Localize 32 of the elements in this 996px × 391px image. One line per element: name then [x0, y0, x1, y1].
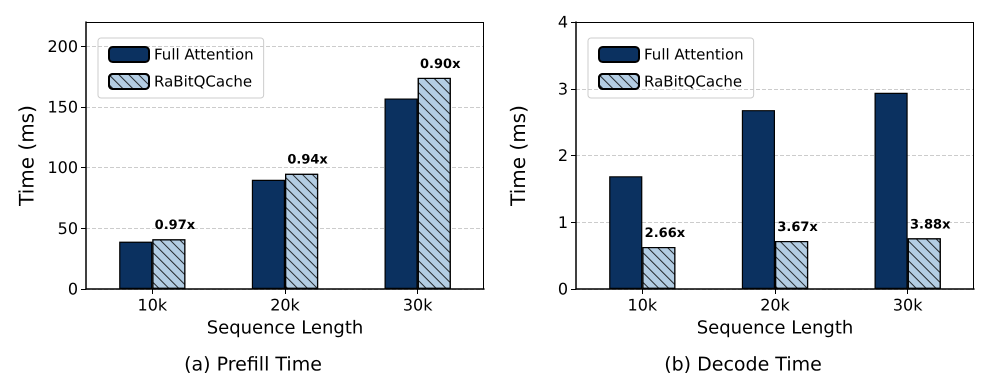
annotation: 0.94x [287, 152, 328, 168]
y-tick-label: 3 [558, 79, 568, 98]
y-tick-label: 0 [68, 280, 78, 298]
annotation: 3.88x [910, 217, 952, 232]
y-tick-label: 4 [558, 12, 568, 32]
y-tick-label: 150 [47, 97, 78, 116]
legend-label: Full Attention [154, 46, 254, 64]
x-tick-label: 10k [138, 296, 168, 314]
legend-label: RaBitQCache [154, 72, 252, 90]
y-axis-title: Time (ms) [506, 105, 530, 207]
annotation: 2.66x [644, 226, 686, 241]
x-tick-label: 30k [402, 296, 434, 314]
x-tick-label: 30k [892, 296, 924, 314]
x-tick-label: 20k [270, 296, 301, 314]
text: (b) Decode Time [664, 354, 822, 376]
annotation: 0.97x [154, 218, 196, 234]
legend-label: Full Attention [644, 46, 744, 64]
x-axis-title: Sequence Length [206, 318, 364, 338]
y-axis-title: Time (ms) [14, 105, 39, 207]
y-tick-label: 2 [558, 146, 568, 165]
annotation: 3.67x [777, 220, 818, 235]
y-tick-label: 50 [58, 218, 78, 238]
y-tick-label: 1 [558, 212, 568, 232]
legend-label: RaBitQCache [644, 72, 742, 90]
x-tick-label: 10k [628, 296, 658, 314]
x-tick-label: 20k [760, 296, 791, 314]
text: (a) Prefill Time [184, 354, 322, 376]
annotation: 0.90x [420, 56, 462, 72]
y-tick-label: 0 [558, 280, 568, 298]
x-axis-title: Sequence Length [696, 318, 854, 338]
y-tick-label: 100 [47, 158, 78, 178]
y-tick-label: 200 [47, 36, 78, 56]
